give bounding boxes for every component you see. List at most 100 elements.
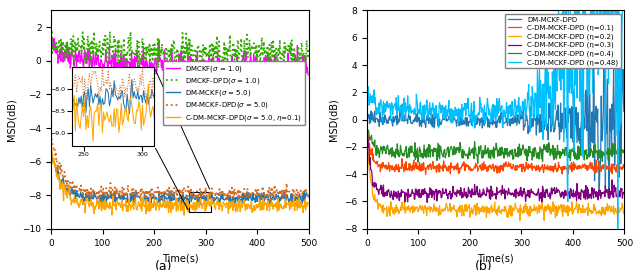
C-DM-MCKF-DPD (η=0.48) — [486, 113, 494, 117]
C-DM-MCKF-DPD (η=0.1) — [363, 121, 371, 124]
C-DM-MCKF-DPD (η=0.2) — [363, 126, 371, 130]
C-DM-MCKF-DPD(σ = 5.0, η=0.1) — [201, 201, 209, 204]
C-DM-MCKF-DPD (η=0.1) — [516, 165, 524, 168]
DM-MCKF-DPD(σ = 5.0) — [200, 194, 208, 198]
C-DM-MCKF-DPD (η=0.4) — [486, 150, 493, 153]
DM-MCKF-DPD — [502, 120, 510, 123]
C-DM-MCKF-DPD (η=0.48) — [614, 227, 621, 230]
Text: (b): (b) — [474, 260, 492, 270]
DMCKF(σ = 1.0) — [47, 42, 55, 46]
C-DM-MCKF-DPD (η=0.1) — [502, 163, 510, 166]
DMCKF(σ = 1.0) — [202, 60, 209, 63]
C-DM-MCKF-DPD (η=0.4) — [574, 144, 582, 148]
DM-MCKF-DPD — [486, 120, 494, 124]
C-DM-MCKF-DPD (η=0.48) — [363, 101, 371, 104]
C-DM-MCKF-DPD (η=0.48) — [574, 65, 582, 68]
Line: C-DM-MCKF-DPD (η=0.4): C-DM-MCKF-DPD (η=0.4) — [367, 126, 624, 163]
DMCKF(σ = 1.0) — [305, 73, 312, 76]
DM-MCKF(σ = 5.0) — [299, 201, 307, 204]
DMCKF-DPD(σ = 1.0) — [47, 35, 55, 39]
Line: DMCKF(σ = 1.0): DMCKF(σ = 1.0) — [51, 38, 308, 87]
C-DM-MCKF-DPD (η=0.48) — [502, 111, 510, 114]
DM-MCKF(σ = 5.0) — [259, 193, 266, 196]
C-DM-MCKF-DPD (η=0.3) — [502, 190, 510, 193]
X-axis label: Time(s): Time(s) — [477, 253, 514, 263]
DM-MCKF-DPD — [363, 113, 371, 116]
C-DM-MCKF-DPD(σ = 5.0, η=0.1) — [47, 146, 55, 149]
DM-MCKF-DPD — [615, 64, 623, 67]
DM-MCKF(σ = 5.0) — [47, 148, 55, 151]
DM-MCKF-DPD(σ = 5.0) — [290, 201, 298, 205]
C-DM-MCKF-DPD (η=0.3) — [574, 190, 582, 194]
DM-MCKF-DPD — [485, 119, 493, 122]
C-DM-MCKF-DPD(σ = 5.0, η=0.1) — [171, 203, 179, 207]
DMCKF(σ = 1.0) — [259, 72, 267, 75]
DM-MCKF-DPD(σ = 5.0) — [170, 195, 177, 198]
Y-axis label: MSD(dB): MSD(dB) — [328, 98, 339, 141]
C-DM-MCKF-DPD (η=0.2) — [502, 209, 510, 212]
C-DM-MCKF-DPD (η=0.2) — [485, 206, 493, 210]
DM-MCKF-DPD(σ = 5.0) — [171, 192, 179, 195]
DM-MCKF(σ = 5.0) — [170, 195, 178, 198]
Legend: DM-MCKF-DPD, C-DM-MCKF-DPD (η=0.1), C-DM-MCKF-DPD (η=0.2), C-DM-MCKF-DPD (η=0.3): DM-MCKF-DPD, C-DM-MCKF-DPD (η=0.1), C-DM… — [505, 14, 621, 68]
DMCKF-DPD(σ = 1.0) — [299, 52, 307, 55]
C-DM-MCKF-DPD (η=0.2) — [614, 207, 622, 210]
C-DM-MCKF-DPD (η=0.2) — [486, 206, 494, 209]
C-DM-MCKF-DPD (η=0.4) — [502, 149, 510, 153]
Line: C-DM-MCKF-DPD (η=0.3): C-DM-MCKF-DPD (η=0.3) — [367, 126, 624, 202]
DMCKF(σ = 1.0) — [188, 56, 195, 60]
Text: (a): (a) — [154, 260, 172, 270]
DMCKF-DPD(σ = 1.0) — [187, 56, 195, 59]
C-DM-MCKF-DPD(σ = 5.0, η=0.1) — [299, 204, 307, 207]
C-DM-MCKF-DPD (η=0.3) — [614, 195, 622, 198]
C-DM-MCKF-DPD (η=0.2) — [574, 211, 582, 215]
DMCKF(σ = 1.0) — [170, 68, 178, 71]
DMCKF-DPD(σ = 1.0) — [170, 38, 178, 42]
X-axis label: Time(s): Time(s) — [162, 253, 198, 263]
Y-axis label: MSD(dB): MSD(dB) — [7, 98, 17, 141]
C-DM-MCKF-DPD (η=0.1) — [620, 165, 628, 168]
DMCKF-DPD(σ = 1.0) — [305, 48, 312, 51]
DM-MCKF-DPD(σ = 5.0) — [186, 192, 194, 195]
C-DM-MCKF-DPD (η=0.4) — [516, 147, 524, 150]
C-DM-MCKF-DPD (η=0.1) — [574, 164, 582, 167]
C-DM-MCKF-DPD (η=0.48) — [485, 113, 493, 117]
C-DM-MCKF-DPD (η=0.2) — [620, 212, 628, 215]
C-DM-MCKF-DPD (η=0.48) — [555, 9, 563, 12]
C-DM-MCKF-DPD(σ = 5.0, η=0.1) — [170, 207, 177, 211]
C-DM-MCKF-DPD (η=0.3) — [620, 191, 628, 194]
DM-MCKF-DPD(σ = 5.0) — [305, 194, 312, 198]
C-DM-MCKF-DPD (η=0.1) — [486, 165, 493, 168]
C-DM-MCKF-DPD (η=0.4) — [363, 124, 371, 127]
DM-MCKF-DPD(σ = 5.0) — [299, 194, 307, 197]
DM-MCKF-DPD(σ = 5.0) — [258, 191, 266, 195]
C-DM-MCKF-DPD(σ = 5.0, η=0.1) — [180, 214, 188, 217]
C-DM-MCKF-DPD (η=0.1) — [422, 173, 429, 176]
DM-MCKF(σ = 5.0) — [305, 195, 312, 198]
DMCKF-DPD(σ = 1.0) — [201, 51, 209, 55]
DM-MCKF(σ = 5.0) — [187, 195, 195, 198]
Line: C-DM-MCKF-DPD (η=0.1): C-DM-MCKF-DPD (η=0.1) — [367, 123, 624, 174]
C-DM-MCKF-DPD (η=0.48) — [620, 9, 628, 12]
C-DM-MCKF-DPD (η=0.1) — [487, 165, 495, 168]
C-DM-MCKF-DPD (η=0.48) — [516, 106, 524, 109]
DM-MCKF-DPD(σ = 5.0) — [47, 132, 55, 136]
C-DM-MCKF-DPD (η=0.4) — [487, 151, 495, 155]
DM-MCKF-DPD — [620, 110, 628, 113]
DMCKF-DPD(σ = 1.0) — [259, 55, 266, 58]
C-DM-MCKF-DPD (η=0.1) — [614, 167, 622, 171]
Line: DM-MCKF-DPD: DM-MCKF-DPD — [367, 54, 624, 195]
DM-MCKF-DPD — [516, 117, 524, 121]
DMCKF(σ = 1.0) — [172, 65, 179, 68]
Line: DM-MCKF-DPD(σ = 5.0): DM-MCKF-DPD(σ = 5.0) — [51, 134, 308, 203]
C-DM-MCKF-DPD (η=0.4) — [620, 149, 628, 152]
C-DM-MCKF-DPD (η=0.48) — [615, 9, 623, 12]
DM-MCKF(σ = 5.0) — [201, 196, 209, 200]
DM-MCKF(σ = 5.0) — [99, 205, 107, 208]
DMCKF(σ = 1.0) — [49, 37, 56, 40]
C-DM-MCKF-DPD (η=0.3) — [486, 197, 493, 200]
Line: C-DM-MCKF-DPD (η=0.48): C-DM-MCKF-DPD (η=0.48) — [367, 11, 624, 229]
DMCKF(σ = 1.0) — [299, 59, 307, 62]
DM-MCKF(σ = 5.0) — [172, 197, 179, 201]
Line: C-DM-MCKF-DPD(σ = 5.0, η=0.1): C-DM-MCKF-DPD(σ = 5.0, η=0.1) — [51, 147, 308, 215]
